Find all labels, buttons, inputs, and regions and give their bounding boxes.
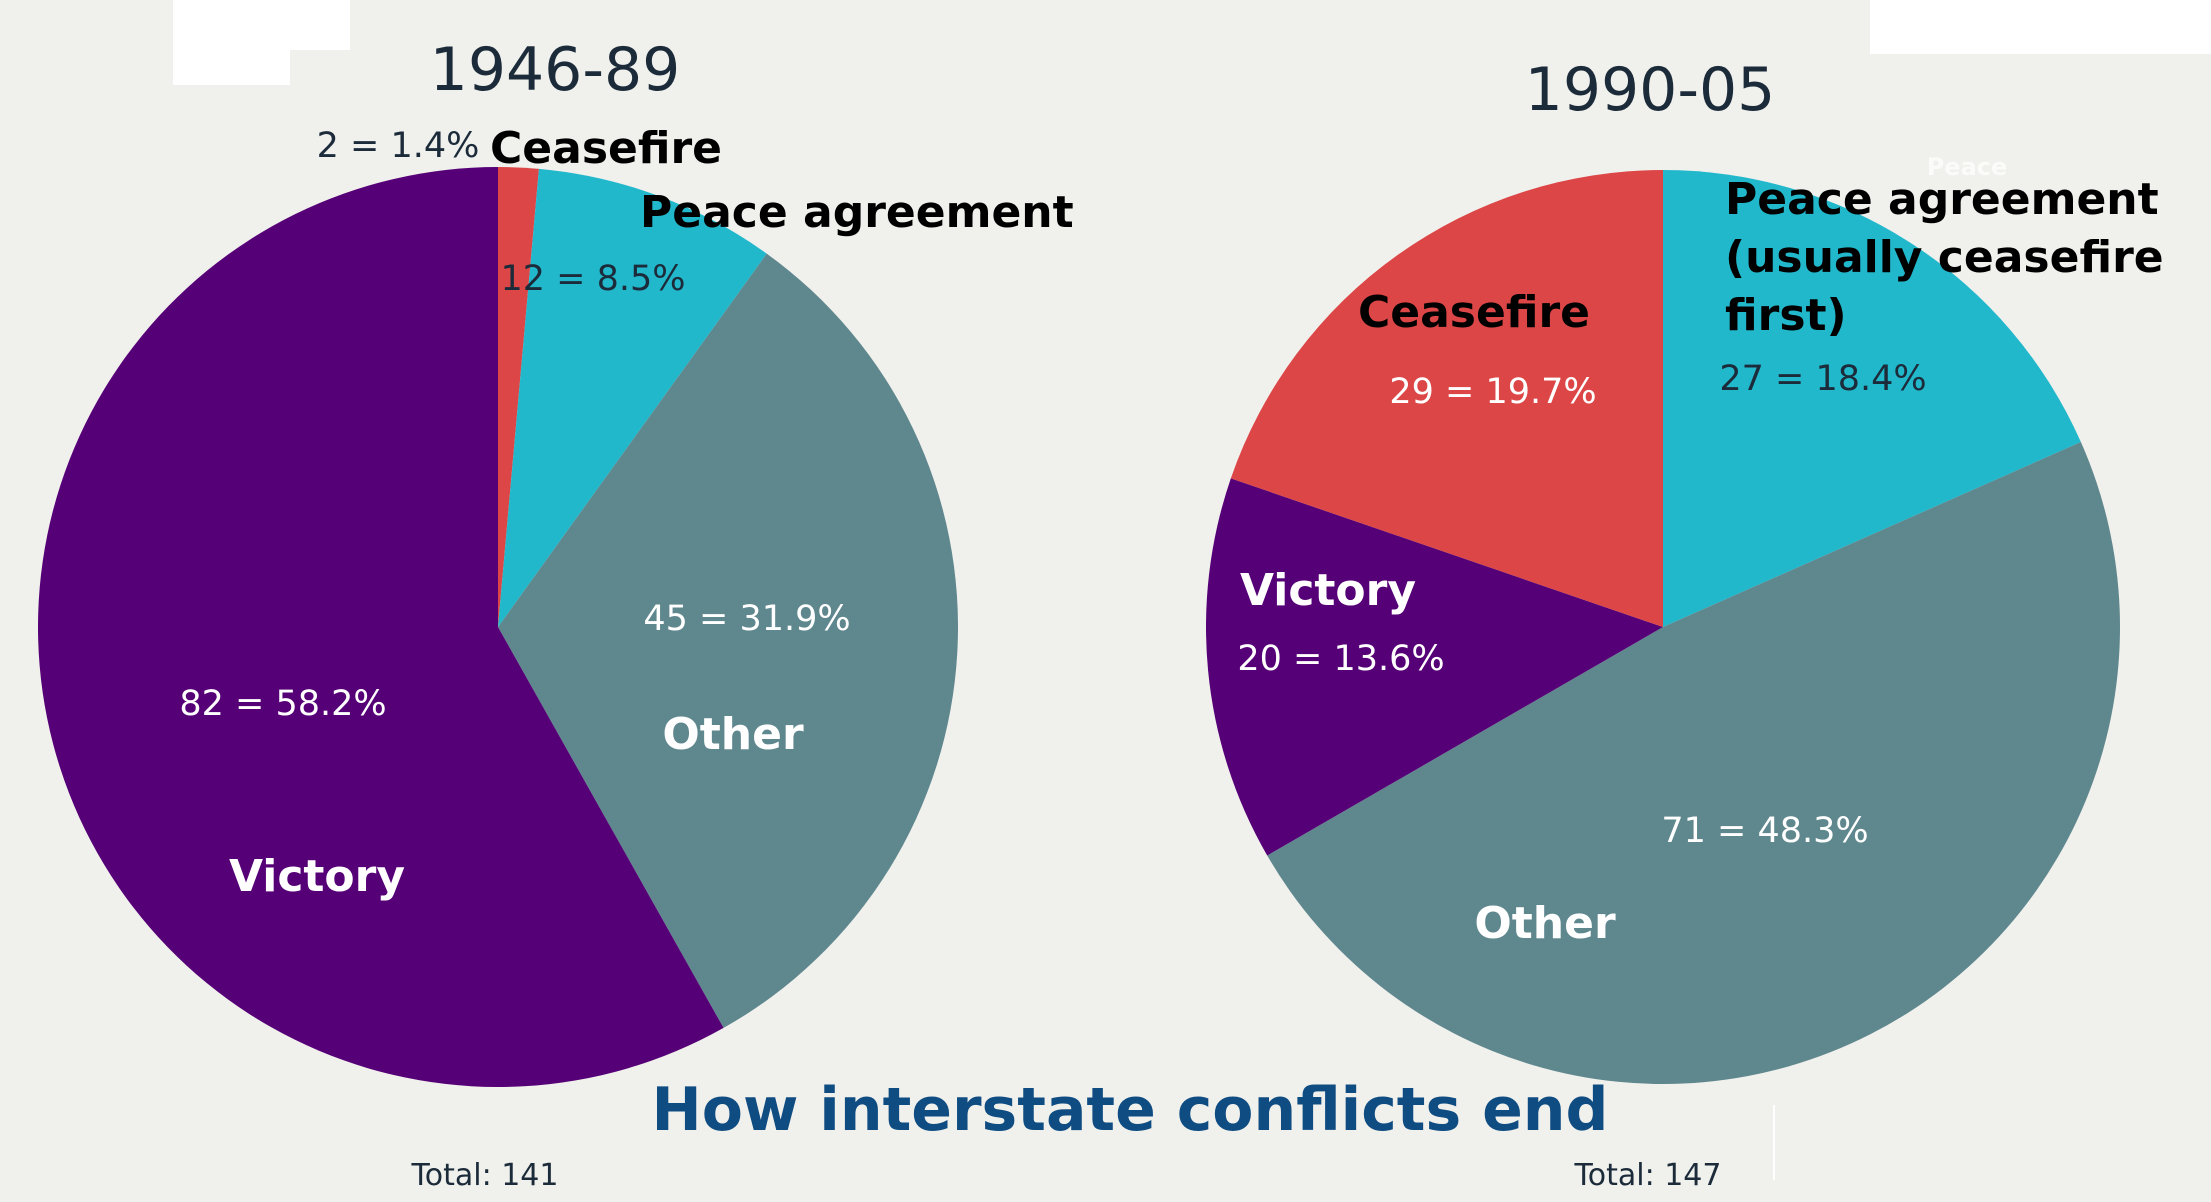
pie2-value-label-peace: 27 = 18.4% bbox=[1719, 359, 1926, 399]
main-title: How interstate conflicts end bbox=[652, 1075, 1609, 1145]
pie2-category-label-other: Other bbox=[1474, 898, 1616, 949]
pie2-value-label-other: 71 = 48.3% bbox=[1661, 811, 1868, 851]
pie1-slice-victory bbox=[37, 167, 724, 1087]
pie2-category-label-ceasefire: Ceasefire bbox=[1358, 287, 1590, 338]
white-patch-2 bbox=[290, 0, 350, 50]
white-patch-1 bbox=[173, 0, 290, 85]
vertical-divider-line bbox=[1773, 1105, 1775, 1180]
pie2-slice-other bbox=[1267, 442, 2120, 1084]
pie2-slice-peace bbox=[1663, 170, 2081, 627]
pie1-slice-peace bbox=[498, 168, 767, 627]
pie-chart-1946-89: 2 = 1.4% Ceasefire 12 = 8.5% Peace agreemen… bbox=[37, 123, 1074, 1087]
pie1-category-label-victory: Victory bbox=[229, 851, 405, 902]
pie2-category-label-victory: Victory bbox=[1240, 565, 1416, 616]
pie1-value-label-victory: 82 = 58.2% bbox=[179, 684, 386, 724]
pie1-category-label-peace: Peace agreement bbox=[640, 187, 1074, 238]
pie1-value-label-other: 45 = 31.9% bbox=[643, 599, 850, 639]
pie1-value-label-ceasefire: 2 = 1.4% bbox=[317, 126, 480, 166]
pie2-slice-ceasefire bbox=[1230, 170, 1663, 627]
pie1-slice-other bbox=[498, 253, 958, 1028]
pie1-value-label-peace: 12 = 8.5% bbox=[500, 259, 685, 299]
pie2-category-label-peace: Peace agreement (usually ceasefire first) bbox=[1725, 174, 2164, 341]
pie2-value-label-ceasefire: 29 = 19.7% bbox=[1389, 372, 1596, 412]
white-patch-3 bbox=[1870, 0, 2211, 54]
pie1-title: 1946-89 bbox=[430, 35, 681, 105]
pie1-slice-ceasefire bbox=[498, 167, 539, 627]
pie2-total-label: Total: 147 bbox=[1574, 1158, 1722, 1193]
pie1-total-label: Total: 141 bbox=[411, 1158, 559, 1193]
pie2-title: 1990-05 bbox=[1525, 55, 1776, 125]
pie1-category-label-other: Other bbox=[662, 709, 804, 760]
pie2-faint-label: Peace bbox=[1927, 153, 2008, 181]
pie2-value-label-victory: 20 = 13.6% bbox=[1237, 639, 1444, 679]
pie-chart-1990-05: 27 = 18.4% Peace agreement (usually ceasef… bbox=[1206, 153, 2164, 1084]
pie2-slice-victory bbox=[1206, 478, 1663, 856]
pie1-category-label-ceasefire: Ceasefire bbox=[490, 123, 722, 174]
